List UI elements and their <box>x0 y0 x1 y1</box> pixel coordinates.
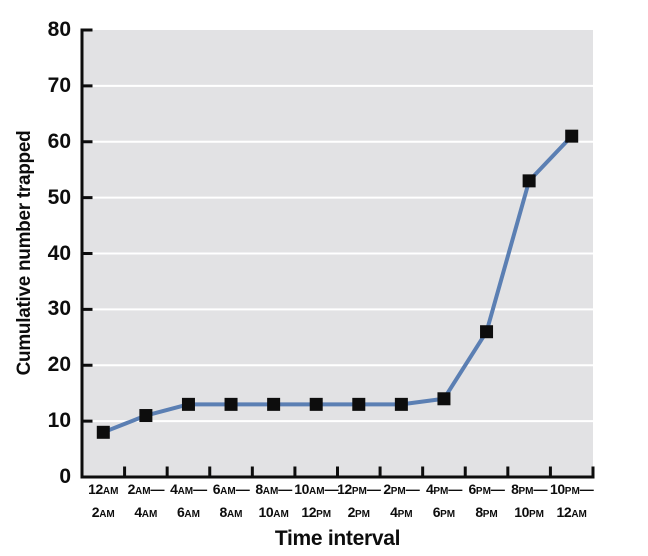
x-tick <box>591 466 595 476</box>
x-tick-label-line1: 10PM— <box>550 481 594 497</box>
x-tick-label-line2: 10AM <box>258 504 289 520</box>
x-tick <box>208 466 212 476</box>
x-tick-label: 4AM— 6AM <box>156 478 220 524</box>
data-point-marker <box>309 397 323 411</box>
x-tick-label-line1: 8PM— <box>511 481 548 497</box>
x-tick-label-line1: 10AM— <box>294 481 339 497</box>
data-point-marker <box>480 325 494 339</box>
x-tick-label: 12AM 2AM <box>71 478 135 524</box>
x-axis-title: Time interval <box>274 527 401 550</box>
y-tick <box>83 196 93 200</box>
x-tick-label-line2: 10PM <box>514 504 545 520</box>
x-tick-label: 2AM— 4AM <box>114 478 178 524</box>
x-tick-label-line2: 6PM <box>432 504 456 520</box>
x-tick-label: 4PM— 6PM <box>412 478 476 524</box>
x-tick-label-line2: 8PM <box>475 504 498 520</box>
x-tick <box>421 466 425 476</box>
y-tick-label: 80 <box>47 18 71 41</box>
y-tick <box>83 419 93 423</box>
x-tick-label-line2: 4PM <box>390 504 413 520</box>
y-tick-label: 70 <box>47 73 71 97</box>
data-point-marker <box>96 425 110 439</box>
y-tick-label: 10 <box>47 409 71 433</box>
y-tick <box>83 84 93 88</box>
x-tick-label: 6AM— 8AM <box>199 478 263 524</box>
y-tick <box>83 252 93 255</box>
y-tick-label: 20 <box>47 353 71 377</box>
x-tick-label: 6PM— 8PM <box>455 478 519 524</box>
y-tick <box>83 307 93 311</box>
y-tick <box>83 363 93 367</box>
x-tick-label-line2: 12AM <box>556 504 587 520</box>
data-point-marker <box>181 397 195 411</box>
data-point-marker <box>565 129 579 143</box>
x-tick-label: 12PM— 2PM <box>327 478 391 524</box>
x-tick-label-line1: 2PM— <box>383 481 420 497</box>
data-line <box>101 134 574 435</box>
y-tick-label: 40 <box>47 241 71 265</box>
x-axis-line <box>80 475 595 479</box>
x-tick-label-line1: 6AM— <box>212 481 250 497</box>
x-tick <box>336 466 339 476</box>
x-tick-label-line1: 4PM— <box>425 481 462 497</box>
x-tick-label-line1: 12AM <box>88 481 119 497</box>
data-point-marker <box>522 174 536 188</box>
data-point-marker <box>437 392 451 406</box>
x-tick-label-line2: 2AM <box>91 504 115 520</box>
x-tick <box>123 466 127 476</box>
y-tick-label: 60 <box>47 129 71 153</box>
y-axis-line <box>80 28 84 479</box>
x-tick-label-line1: 4AM— <box>170 481 207 497</box>
x-tick-label-line1: 12PM— <box>337 481 381 497</box>
y-tick <box>83 28 93 32</box>
y-tick-label: 30 <box>47 297 71 321</box>
x-tick-label-line1: 2AM— <box>127 481 165 497</box>
x-tick <box>548 466 552 476</box>
x-tick-label-line1: 6PM— <box>468 481 505 497</box>
x-tick-label-line2: 8AM <box>219 504 243 520</box>
y-tick <box>83 140 93 144</box>
x-tick-label: 2PM— 4PM <box>369 478 433 524</box>
x-tick <box>378 466 382 476</box>
x-tick-label-line2: 6AM <box>176 504 200 520</box>
x-tick <box>463 466 467 476</box>
data-point-marker <box>267 397 281 411</box>
x-tick-label: 10AM— 12PM <box>284 478 348 524</box>
x-tick-label: 8AM— 10AM <box>242 478 306 524</box>
x-tick-label-line2: 4AM <box>134 504 158 520</box>
x-tick <box>165 466 169 476</box>
x-tick-label: 8PM— 10PM <box>497 478 561 524</box>
y-tick-label: 0 <box>59 465 71 488</box>
y-tick-label: 50 <box>47 185 71 209</box>
data-point-marker <box>139 409 153 423</box>
data-point-marker <box>352 397 366 411</box>
x-tick <box>293 466 297 476</box>
x-tick <box>506 466 510 476</box>
data-point-marker <box>394 397 408 411</box>
data-point-marker <box>224 397 238 411</box>
x-tick-label-line2: 2PM <box>347 504 370 520</box>
x-tick-label-line2: 12PM <box>301 504 332 520</box>
x-tick-label-line1: 8AM— <box>255 481 292 497</box>
x-tick <box>250 466 254 476</box>
x-tick-label: 10PM— 12AM <box>540 478 604 524</box>
